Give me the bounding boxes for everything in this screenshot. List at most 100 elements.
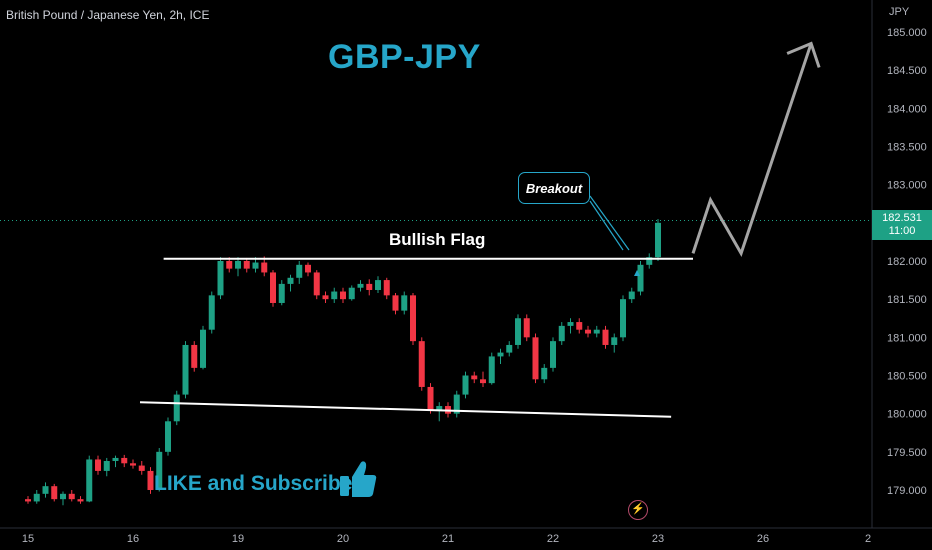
candle-body <box>208 295 215 330</box>
breakout-pointer <box>589 200 624 251</box>
thumbs-up-icon <box>340 461 377 497</box>
candle-body <box>130 463 136 466</box>
candle-body <box>331 291 338 300</box>
y-tick-label: 179.000 <box>887 485 927 497</box>
candle-body <box>401 295 408 311</box>
candle-body <box>637 264 644 292</box>
candle-body <box>593 329 600 334</box>
y-tick-label: 184.000 <box>887 103 927 115</box>
y-tick-label: 180.500 <box>887 371 927 383</box>
candle-body <box>235 261 241 269</box>
candle-body <box>305 264 311 273</box>
y-tick-label: 179.500 <box>887 447 927 459</box>
y-tick-label: 182.000 <box>887 256 927 268</box>
x-tick-label: 21 <box>442 533 454 545</box>
candle-body <box>541 367 548 380</box>
candle-body <box>313 272 320 296</box>
candle-body <box>68 493 75 500</box>
bullish-flag-label: Bullish Flag <box>389 230 486 249</box>
candle-body <box>418 341 425 387</box>
candle-body <box>270 272 276 303</box>
candle-body <box>156 451 163 490</box>
candle-body <box>165 421 171 452</box>
candle-body <box>576 322 583 330</box>
candle-body <box>515 318 521 345</box>
candle-body <box>147 470 154 490</box>
candle-body <box>226 261 233 269</box>
candle-body <box>410 295 416 342</box>
candle-body <box>33 493 40 502</box>
candle-body <box>375 280 381 291</box>
candle-body <box>112 457 119 461</box>
candle-body <box>182 344 189 395</box>
candle-body <box>95 459 101 471</box>
x-tick-label: 23 <box>652 533 664 545</box>
candle-body <box>558 325 565 342</box>
candle-body <box>138 465 145 471</box>
candle-body <box>60 493 66 500</box>
lightning-icon[interactable]: ⚡ <box>628 500 648 520</box>
y-tick-label: 184.500 <box>887 65 927 77</box>
candle-body <box>243 261 250 269</box>
y-tick-label: 183.500 <box>887 142 927 154</box>
candle-body <box>392 295 399 311</box>
breakout-pointer <box>589 195 630 251</box>
x-tick-label: 2 <box>865 533 871 545</box>
candle-body <box>25 499 31 502</box>
chart-title: GBP-JPY <box>328 38 481 76</box>
like-subscribe-text: LIKE and Subscribe <box>154 472 353 495</box>
x-tick-label: 20 <box>337 533 349 545</box>
candle-body <box>340 291 346 300</box>
y-tick-label: 181.500 <box>887 294 927 306</box>
symbol-title[interactable]: British Pound / Japanese Yen, 2h, ICE <box>6 8 210 22</box>
candle-body <box>471 375 478 380</box>
candle-body <box>348 287 355 300</box>
candle-body <box>497 352 504 357</box>
y-tick-label: 180.000 <box>887 409 927 421</box>
candle-body <box>287 277 294 284</box>
candle-body <box>611 337 618 345</box>
candle-body <box>261 262 268 273</box>
candle-body <box>646 257 653 265</box>
x-tick-label: 16 <box>127 533 139 545</box>
candle-body <box>86 459 93 502</box>
candle-body <box>480 379 486 384</box>
candle-body <box>488 356 495 384</box>
candle-body <box>200 329 206 368</box>
candle-body <box>628 291 635 300</box>
candle-body <box>620 299 626 338</box>
y-tick-label: 183.000 <box>887 180 927 192</box>
signal-marker <box>634 270 640 276</box>
candle-body <box>585 329 591 334</box>
arrow-head <box>786 41 821 68</box>
last-price-tag: 182.531 11:00 <box>872 210 932 240</box>
candle-body <box>357 283 364 288</box>
x-tick-label: 15 <box>22 533 34 545</box>
candle-body <box>523 318 530 338</box>
candle-body <box>383 280 390 296</box>
x-tick-label: 26 <box>757 533 769 545</box>
x-tick-label: 22 <box>547 533 559 545</box>
candle-body <box>453 394 460 414</box>
candle-body <box>436 406 443 410</box>
candle-body <box>427 386 434 410</box>
candle-body <box>322 295 329 300</box>
flag-bottom-line <box>139 401 672 418</box>
candle-body <box>278 283 285 303</box>
candle-body <box>532 337 539 380</box>
candle-body <box>655 222 661 258</box>
candle-body <box>217 261 224 296</box>
candle-body <box>567 322 574 326</box>
projection-path <box>691 42 813 258</box>
candle-body <box>173 394 180 422</box>
candle-body <box>462 375 469 395</box>
y-tick-label: 181.000 <box>887 332 927 344</box>
candle-body <box>506 344 513 353</box>
candle-body <box>602 329 609 345</box>
candle-body <box>103 460 110 471</box>
candle-body <box>191 344 198 368</box>
candle-body <box>296 264 303 278</box>
breakout-callout[interactable]: Breakout <box>518 172 590 204</box>
candle-body <box>366 283 373 291</box>
